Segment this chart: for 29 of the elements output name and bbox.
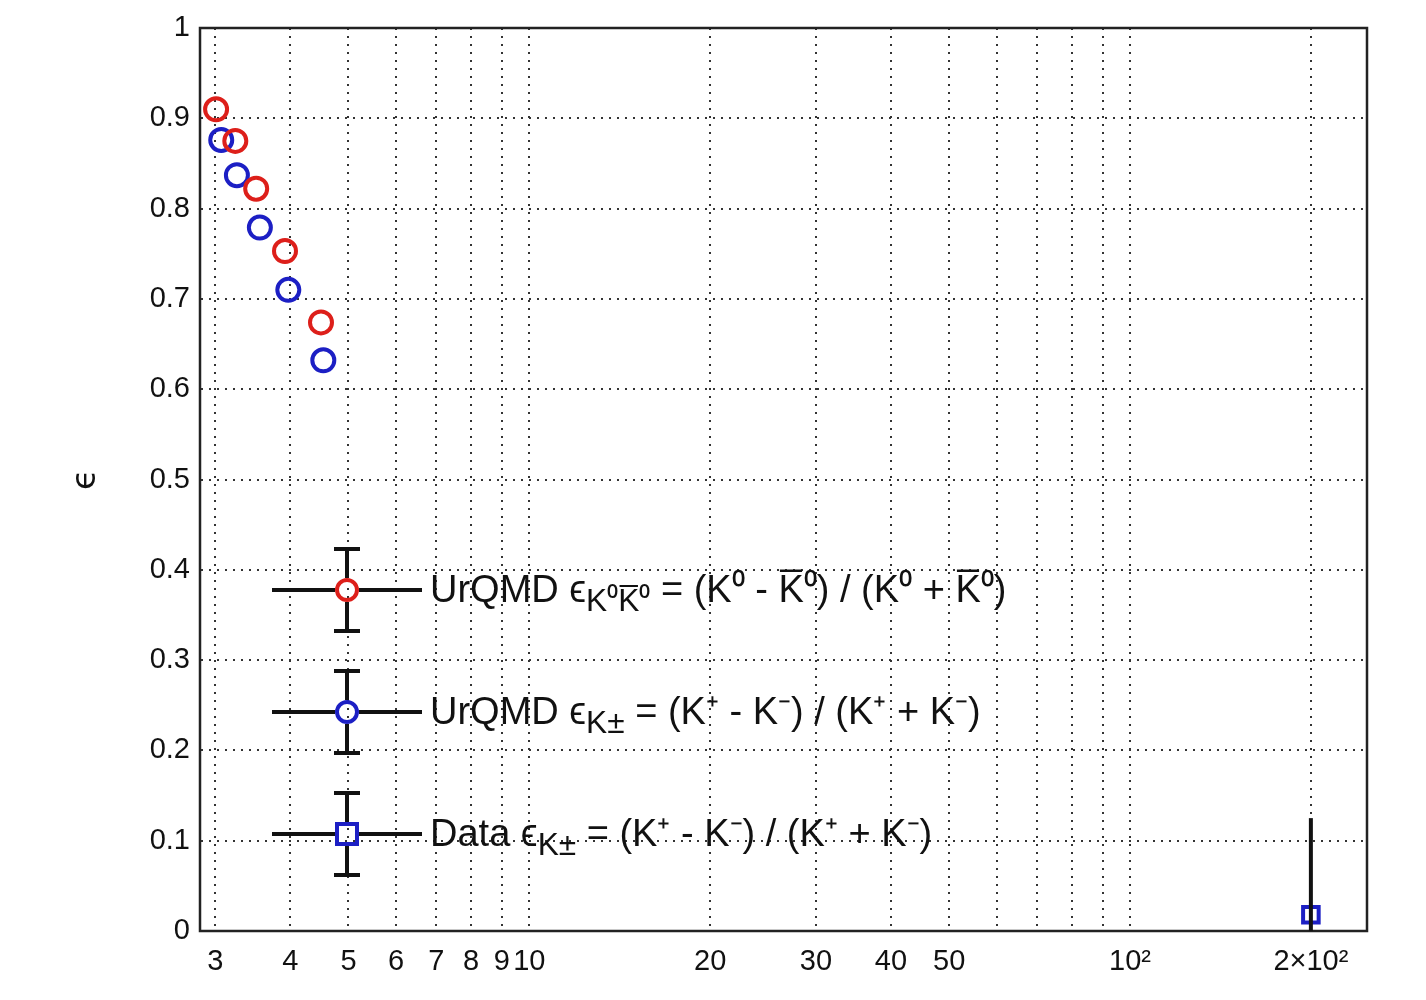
- x-tick-label: 4: [282, 944, 299, 977]
- y-tick-label: 0.2: [149, 732, 190, 765]
- legend-label: Data ϵ$_{K±}$ = (K⁺ - K⁻) / (K⁺ + K⁻): [430, 811, 933, 863]
- y-tick-label: 1: [173, 10, 190, 42]
- x-tick-label: 7: [428, 944, 445, 977]
- x-tick-label: 40: [874, 944, 908, 977]
- y-tick-label: 0.9: [149, 100, 190, 133]
- y-axis-title: ϵ: [62, 469, 103, 490]
- x-tick-label: 6: [387, 944, 405, 977]
- legend-label: UrQMD ϵ$_{K±}$ = (K⁺ - K⁻) / (K⁺ + K⁻): [430, 689, 981, 741]
- x-tick-label: 8: [463, 944, 480, 977]
- y-tick-label: 0.5: [149, 461, 190, 494]
- y-tick-label: 0.3: [149, 642, 190, 675]
- x-tick-label: 9: [493, 944, 510, 977]
- x-tick-label: 2×10²: [1273, 944, 1349, 977]
- y-tick-label: 0.4: [149, 551, 190, 584]
- x-tick-label: 50: [933, 944, 966, 977]
- x-tick-label: 30: [799, 944, 833, 977]
- x-tick-label: 5: [340, 944, 357, 977]
- x-tick-label: 10: [513, 944, 546, 977]
- y-tick-label: 0.8: [149, 190, 190, 223]
- x-tick-label: 20: [694, 944, 727, 977]
- x-tick-label: 10²: [1109, 944, 1152, 977]
- y-tick-label: 0.1: [149, 822, 190, 855]
- y-tick-label: 0.7: [149, 280, 190, 313]
- x-tick-label: 3: [207, 944, 224, 977]
- y-tick-label: 0: [173, 913, 190, 945]
- y-tick-label: 0.6: [149, 371, 190, 404]
- legend-label: UrQMD ϵ$_{K⁰K̅⁰}$ = (K⁰ - K̅⁰) / (K⁰ + K̅⁰): [430, 566, 1007, 620]
